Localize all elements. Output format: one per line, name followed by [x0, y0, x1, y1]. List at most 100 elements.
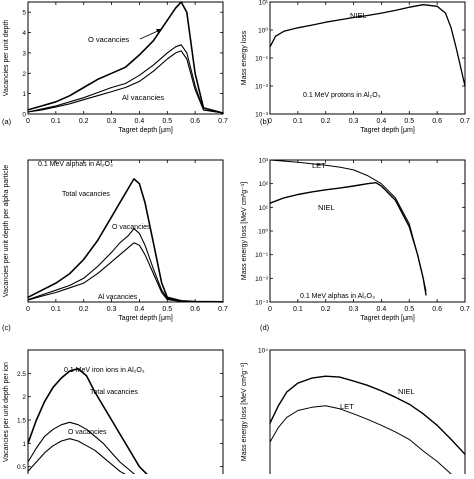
panel-c-annotation-al-vacancies: Al vacancies	[98, 294, 138, 301]
chart-e-series-total-vacancies	[27, 367, 153, 479]
chart-a-panel-label: (a)	[2, 117, 12, 126]
chart-d-xtick-label: 0.3	[349, 306, 359, 313]
chart-e-ytick-label: 2.5	[17, 371, 26, 378]
panel-d: LET NIEL 0.1 MeV alphas in Al₂O₃	[300, 161, 375, 300]
chart-a-ytick-label: 0	[22, 112, 26, 119]
chart-a-xtick-label: 0.6	[190, 118, 200, 125]
chart-a-ytick-label: 3	[22, 50, 26, 57]
chart-c-ylabel: Vacancies per unit depth per alpha parti…	[3, 165, 10, 297]
chart-a-ytick-label: 4	[22, 30, 26, 37]
chart-a-xlabel: Tagret depth [μm]	[118, 127, 173, 134]
panel-b: NIEL 0.1 MeV protons in Al₂O₃	[303, 11, 381, 99]
panel-f-annotation-let: LET	[340, 402, 354, 411]
chart-a-frame	[27, 1, 224, 115]
panel-a-annotation-arrow	[139, 29, 161, 40]
chart-a-series-total-vacancies	[27, 1, 224, 114]
panel-e-annotation-info: 0.1 MeV iron ions in Al₂O₃	[64, 367, 145, 374]
panel-e-annotation-o-vacancies: O vacancies	[68, 429, 107, 436]
chart-c-series-o-vacancies	[27, 228, 224, 303]
panel-a-annotation-o-vacancies: O vacancies	[88, 35, 130, 44]
chart-c-panel-label: (c)	[2, 323, 11, 332]
chart-c-series-al-vacancies	[27, 242, 224, 303]
chart-b-ylabel: Mass energy loss	[241, 30, 248, 85]
chart-d-ytick-label: 10⁻¹	[255, 252, 269, 259]
chart-b-xtick-label: 0.7	[460, 118, 470, 125]
chart-b-series-niel	[269, 4, 466, 87]
panel-c-annotation-total: Total vacancies	[62, 191, 110, 198]
chart-d-panel-label: (d)	[260, 323, 270, 332]
panel-d-annotation-let: LET	[312, 161, 326, 170]
chart-a-series-al-vacancies	[27, 50, 224, 114]
panel-c: 0.1 MeV alphas in Al₂O₃ Total vacancies …	[38, 161, 151, 301]
chart-b-xtick-label: 0.3	[349, 118, 359, 125]
chart-d-ytick-label: 10⁻³	[255, 300, 269, 307]
chart-d-ytick-label: 10⁰	[258, 228, 268, 236]
chart-d-xtick-label: 0.1	[293, 306, 303, 313]
chart-d-ytick-label: 10³	[259, 158, 269, 165]
panel-d-annotation-info: 0.1 MeV alphas in Al₂O₃	[300, 293, 375, 300]
chart-b-xtick-label: 0.1	[293, 118, 303, 125]
chart-c-series-total-vacancies	[27, 178, 224, 303]
panel-c-annotation-info: 0.1 MeV alphas in Al₂O₃	[38, 161, 113, 168]
chart-b-xtick-label: 0.5	[404, 118, 414, 125]
chart-a-ylabel: Vacancies per unit depth	[3, 20, 10, 97]
chart-d-xtick-label: 0.5	[404, 306, 414, 313]
chart-c: 0 0.1 0.2 0.3 0.4 0.5 0.6 0.7 Tagret depth [μm] V…	[2, 159, 228, 332]
chart-c-xtick-label: 0.7	[218, 306, 228, 313]
panel-f-annotation-niel: NIEL	[398, 387, 415, 396]
chart-d-series-niel	[269, 182, 427, 296]
chart-d-xtick-label: 0.4	[377, 306, 387, 313]
chart-b-panel-label: (b)	[260, 117, 270, 126]
chart-d-ylabel: Mass energy loss [MeV cm²g⁻¹]	[241, 182, 248, 280]
chart-d-ytick-label: 10²	[259, 181, 269, 188]
panel-b-annotation-niel: NIEL	[350, 11, 367, 20]
chart-d: 0 0.1 0.2 0.3 0.4 0.5 0.6 0.7 10⁻³ 10⁻² 10⁻¹ 10⁰ 10¹…	[241, 158, 470, 333]
chart-a-ytick-label: 1	[22, 91, 26, 98]
panel-e-annotation-total: Total vacancies	[90, 389, 138, 396]
chart-a-ytick-label: 5	[22, 10, 26, 17]
chart-b-xtick-label: 0.6	[432, 118, 442, 125]
chart-e-ytick-label: 0.5	[17, 464, 26, 471]
chart-c-xtick-label: 0.2	[79, 306, 89, 313]
chart-f-frame	[269, 349, 466, 479]
chart-e-ytick-label: 1.5	[17, 418, 26, 425]
chart-c-xtick-label: 0.3	[107, 306, 117, 313]
panel-b-annotation-info: 0.1 MeV protons in Al₂O₃	[303, 92, 381, 99]
chart-b-xtick-label: 0	[268, 118, 272, 125]
chart-b-ytick-label: 10⁻²	[255, 84, 269, 91]
panel-f: NIEL LET	[340, 387, 415, 411]
panel-a-annotation-al-vacancies: Al vacancies	[122, 93, 164, 102]
chart-d-xtick-label: 0.7	[460, 306, 470, 313]
chart-c-xtick-label: 0.6	[190, 306, 200, 313]
chart-a-xtick-label: 0	[26, 118, 30, 125]
chart-a-xtick-label: 0.4	[135, 118, 145, 125]
chart-b: 0 0.1 0.2 0.3 0.4 0.5 0.6 0.7 10⁻³ 10⁻² 10⁻¹ 10⁰ 10¹…	[241, 0, 470, 134]
chart-d-xtick-label: 0	[268, 306, 272, 313]
chart-d-ytick-label: 10⁻²	[255, 276, 269, 283]
chart-c-xlabel: Tagret depth [μm]	[118, 315, 173, 322]
chart-f-series-let	[269, 405, 458, 479]
chart-c-xtick-label: 0.4	[135, 306, 145, 313]
chart-a-xtick-label: 0.2	[79, 118, 89, 125]
chart-f: 10⁴ Mass energy loss [MeV cm²g⁻¹]	[241, 348, 466, 479]
chart-f-series-niel	[269, 375, 466, 455]
chart-b-ytick-label: 10⁰	[258, 27, 268, 35]
chart-d-xlabel: Tagret depth [μm]	[360, 315, 415, 322]
chart-f-ylabel: Mass energy loss [MeV cm²g⁻¹]	[241, 363, 248, 461]
chart-a-xtick-label: 0.5	[162, 118, 172, 125]
chart-b-xtick-label: 0.2	[321, 118, 331, 125]
panel-c-annotation-o-vacancies: O vacancies	[112, 224, 151, 231]
chart-a-series-o-vacancies	[27, 44, 224, 114]
chart-b-ytick-label: 10¹	[259, 0, 269, 7]
chart-a-xtick-label: 0.1	[51, 118, 61, 125]
chart-a-xtick-label: 0.7	[218, 118, 228, 125]
chart-d-xtick-label: 0.6	[432, 306, 442, 313]
chart-c-xtick-label: 0	[26, 306, 30, 313]
chart-e-series-o-vacancies	[27, 421, 143, 479]
chart-e-ytick-label: 2	[22, 394, 26, 401]
chart-f-ytick-label: 10⁴	[258, 348, 268, 355]
chart-a-xtick-label: 0.3	[107, 118, 117, 125]
chart-c-xtick-label: 0.5	[162, 306, 172, 313]
chart-e-ylabel: Vacancies per unit depth per ion	[3, 362, 10, 462]
chart-b-xtick-label: 0.4	[377, 118, 387, 125]
